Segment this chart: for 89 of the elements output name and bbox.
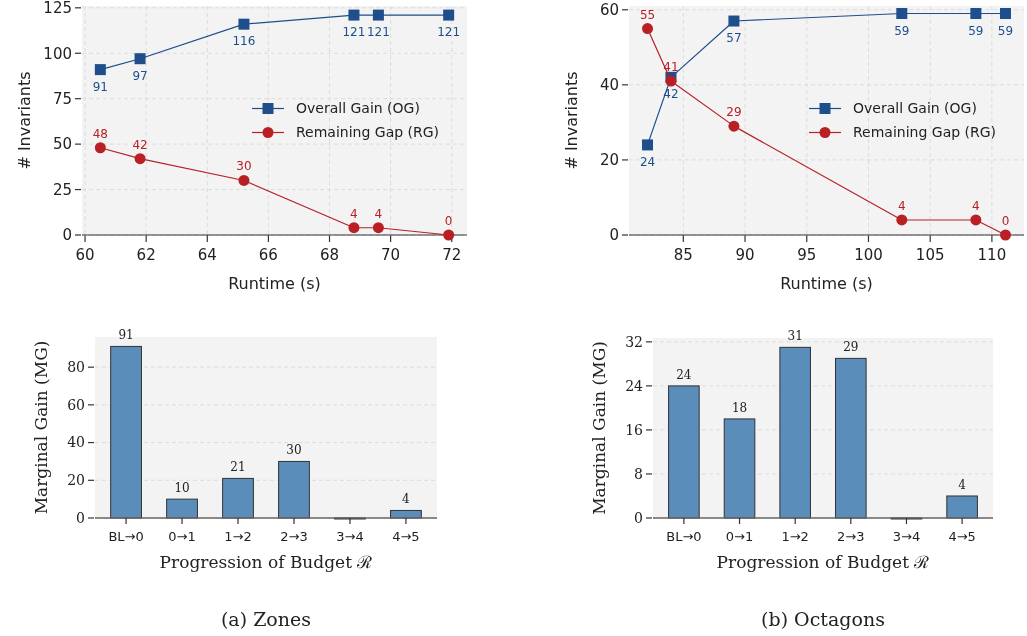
x-tick-label: BL→0 <box>666 529 702 544</box>
x-axis-title: Progression of Budget ℛ <box>716 552 930 572</box>
x-tick-label: 105 <box>915 246 945 264</box>
legend-label: Overall Gain (OG) <box>296 100 420 117</box>
y-tick-label: 32 <box>625 333 643 350</box>
text: (a) Zones <box>220 608 312 630</box>
legend-label: Remaining Gap (RG) <box>296 124 440 141</box>
y-tick-label: 80 <box>67 359 85 376</box>
data-label: 121 <box>366 25 390 40</box>
y-axis-title: Marginal Gain (MG) <box>589 341 609 515</box>
data-label: 42 <box>132 137 148 152</box>
y-tick-label: 0 <box>609 226 619 245</box>
data-label: 91 <box>118 328 134 343</box>
x-tick-label: 4→5 <box>392 529 420 544</box>
y-tick-label: 125 <box>43 0 72 18</box>
data-label: 18 <box>731 400 748 415</box>
data-label: 4 <box>350 206 358 221</box>
x-tick-label: 62 <box>136 246 156 264</box>
y-tick-label: 100 <box>43 44 72 63</box>
x-tick-label: 64 <box>197 246 217 264</box>
x-tick-label: 95 <box>797 246 817 264</box>
data-label: 97 <box>132 68 148 83</box>
y-tick-label: 20 <box>67 472 85 489</box>
y-tick-label: 8 <box>634 465 643 482</box>
y-tick-label: 60 <box>67 396 85 413</box>
data-label: 59 <box>894 23 910 38</box>
x-tick-label: 68 <box>319 246 340 264</box>
data-label: 0 <box>1001 214 1010 228</box>
x-tick-label: 0→1 <box>725 529 754 544</box>
data-label: 4 <box>897 198 906 213</box>
x-tick-label: 70 <box>381 246 401 264</box>
data-label: 4 <box>374 206 383 221</box>
data-label: 4 <box>402 492 411 507</box>
x-axis-title: Progression of Budget ℛ <box>159 552 373 572</box>
data-label: 30 <box>286 443 302 458</box>
y-tick-label: 20 <box>599 151 619 170</box>
data-label: 121 <box>437 25 461 40</box>
x-tick-label: 3→4 <box>336 529 364 544</box>
y-tick-label: 0 <box>634 509 643 526</box>
x-tick-label: 110 <box>977 246 1007 264</box>
x-tick-label: 85 <box>673 246 693 264</box>
x-tick-label: 90 <box>735 246 755 264</box>
data-label: 29 <box>843 340 859 355</box>
y-tick-label: 40 <box>67 434 85 451</box>
y-tick-label: 40 <box>599 76 619 95</box>
x-tick-label: 72 <box>442 246 462 264</box>
x-tick-label: 1→2 <box>781 529 809 544</box>
y-tick-label: 25 <box>52 180 72 199</box>
x-axis-title: Runtime (s) <box>228 274 321 293</box>
x-tick-label: 4→5 <box>948 529 976 544</box>
data-label: 4 <box>972 198 980 213</box>
legend-label: Remaining Gap (RG) <box>853 124 997 141</box>
y-tick-label: 75 <box>52 89 72 108</box>
x-tick-label: 2→3 <box>280 529 308 544</box>
data-label: 121 <box>342 25 366 40</box>
data-label: 59 <box>997 23 1014 38</box>
y-tick-label: 0 <box>62 226 72 245</box>
x-tick-label: 100 <box>854 246 883 264</box>
data-label: 91 <box>92 79 108 94</box>
x-tick-label: 66 <box>258 246 278 264</box>
data-label: 30 <box>236 159 252 174</box>
text: (b) Octagons <box>761 608 885 630</box>
y-axis-title: Marginal Gain (MG) <box>31 340 51 515</box>
x-tick-label: 0→1 <box>168 529 196 544</box>
data-label: 31 <box>787 329 803 344</box>
data-label: 24 <box>676 367 692 382</box>
x-axis-title: Runtime (s) <box>780 274 873 293</box>
data-label: 116 <box>232 34 256 49</box>
x-tick-label: 2→3 <box>837 529 865 544</box>
data-label: 55 <box>639 7 656 22</box>
y-tick-label: 16 <box>625 421 644 438</box>
y-tick-label: 50 <box>52 135 72 154</box>
y-tick-label: 24 <box>625 377 644 394</box>
data-label: 29 <box>726 105 742 120</box>
legend-label: Overall Gain (OG) <box>853 100 977 117</box>
data-label: 0 <box>444 214 453 228</box>
y-axis-title: # Invariants <box>562 71 581 170</box>
data-label: 10 <box>174 481 190 496</box>
y-tick-label: 60 <box>599 1 619 19</box>
x-tick-label: BL→0 <box>108 529 144 544</box>
data-label: 21 <box>230 460 246 475</box>
x-tick-label: 3→4 <box>892 529 921 544</box>
y-axis-title: # Invariants <box>15 71 34 170</box>
y-tick-label: 0 <box>76 509 85 526</box>
data-label: 48 <box>92 126 108 141</box>
data-label: 57 <box>726 31 742 46</box>
x-tick-label: 1→2 <box>224 529 252 544</box>
data-label: 59 <box>968 23 984 38</box>
data-label: 4 <box>958 477 967 492</box>
